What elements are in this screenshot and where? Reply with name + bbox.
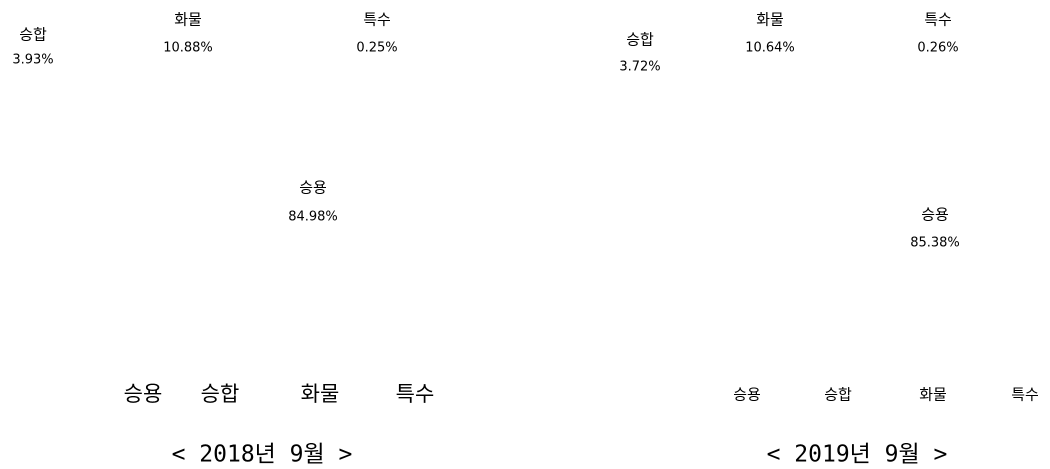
slice-category-label: 특수 [924,11,952,29]
chart-caption: < 2019년 9월 > [767,442,948,468]
pie-slice [259,50,262,200]
legend-entry: 승합 [824,386,852,404]
slice-value-label: 85.38% [910,236,960,251]
chart-caption: < 2018년 9월 > [172,442,353,468]
slice-category-label: 승용 [921,206,949,224]
pie-slice [639,50,940,350]
slice-category-label: 특수 [363,11,391,29]
slice-value-label: 3.93% [12,53,53,68]
slice-category-label: 승합 [626,31,654,49]
slice-value-label: 0.25% [356,41,397,56]
pie-slice [140,85,262,200]
slice-category-label: 화물 [756,11,784,29]
pie-slice [787,50,790,200]
slice-value-label: 10.88% [163,41,213,56]
slice-value-label: 0.26% [917,41,958,56]
slice-value-label: 84.98% [288,210,338,225]
legend-entry: 특수 [1011,386,1039,404]
legend-entry: 특수 [396,382,435,406]
legend-entry: 화물 [301,382,340,406]
pie-slice [165,50,262,200]
legend-entry: 승합 [201,382,240,406]
slice-value-label: 10.64% [745,41,795,56]
slice-category-label: 승용 [299,179,327,197]
pie-slice [670,83,790,200]
legend-entry: 승용 [124,382,163,406]
slice-category-label: 화물 [174,11,202,29]
legend-entry: 화물 [919,386,947,404]
legend-entry: 승용 [733,386,761,404]
slice-value-label: 3.72% [619,60,660,75]
pie-slice [695,50,790,200]
slice-category-label: 승합 [19,26,47,44]
